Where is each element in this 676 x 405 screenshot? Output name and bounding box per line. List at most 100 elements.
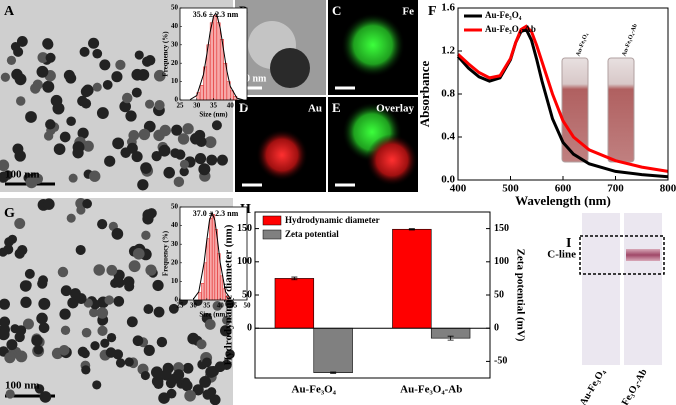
nanoparticle	[165, 378, 177, 389]
nanoparticle	[112, 137, 125, 150]
nanoparticle	[111, 228, 124, 240]
nanoparticle	[0, 298, 10, 310]
x-tick-label: 30	[190, 302, 198, 310]
nanoparticle	[66, 116, 76, 127]
test-strip	[624, 213, 662, 365]
nanoparticle	[57, 266, 69, 278]
nanoparticle	[171, 124, 183, 136]
nanoparticle	[151, 151, 162, 162]
nanoparticle	[150, 366, 163, 379]
nanoparticle	[154, 100, 165, 111]
y2-tick-label: -50	[494, 356, 507, 367]
nanoparticle	[152, 279, 164, 292]
x-axis-label: Wavelength (nm)	[515, 193, 611, 208]
nanoparticle	[77, 346, 88, 357]
scale-label: 100 nm	[5, 169, 40, 181]
y-tick-label: 100	[237, 256, 252, 267]
nanoparticle	[142, 209, 155, 222]
nanoparticle	[97, 325, 108, 336]
nanoparticle	[60, 325, 71, 336]
vial	[561, 57, 589, 163]
y-tick-label: 1.2	[441, 45, 455, 57]
nanoparticle	[42, 38, 53, 49]
nanoparticle	[225, 299, 235, 309]
nanoparticle	[104, 155, 116, 167]
y-tick-label: 150	[237, 223, 252, 234]
y-tick-label: 10	[171, 277, 179, 285]
nanoparticle	[89, 307, 99, 318]
nanoparticle	[96, 307, 109, 319]
y-tick-label: 40	[171, 22, 179, 30]
nanoparticle	[0, 72, 11, 82]
nanoparticle	[140, 371, 150, 381]
nanoparticle	[182, 362, 194, 374]
x-tick-label: 35	[210, 102, 218, 110]
x-axis-label: Size (nm)	[199, 111, 228, 119]
x-tick-label: 800	[660, 183, 676, 195]
nanoparticle	[14, 218, 26, 229]
nanoparticle	[138, 128, 151, 141]
nanoparticle	[124, 357, 134, 367]
nanoparticle	[39, 391, 52, 403]
fit-curve	[189, 12, 244, 101]
x-tick-label: 50	[244, 302, 252, 310]
c-line-band	[626, 249, 660, 261]
nanoparticle	[177, 133, 190, 145]
nanoparticle	[132, 335, 144, 347]
nanoparticle	[145, 99, 155, 109]
x-tick-label: 45	[244, 102, 252, 110]
nanoparticle	[159, 124, 171, 137]
vial-label: Au-Fe₃O₄-Ab	[622, 23, 639, 58]
scale-label: 100 nm	[5, 380, 40, 392]
vial	[607, 57, 635, 163]
nanoparticle	[214, 361, 226, 373]
x-tick-label: 25	[177, 102, 185, 110]
nanoparticle	[75, 244, 86, 255]
nanoparticle	[67, 297, 79, 309]
nanoparticle	[153, 306, 165, 318]
nanoparticle	[20, 296, 32, 308]
inset-frame	[179, 206, 248, 301]
nanoparticle	[30, 83, 41, 94]
nanoparticle	[143, 344, 155, 356]
nanoparticle	[66, 213, 76, 223]
nanoparticle	[59, 131, 71, 143]
nanoparticle	[132, 247, 145, 260]
nanoparticle	[0, 328, 10, 341]
panel-letter: E	[332, 100, 341, 115]
nanoparticle	[82, 198, 92, 209]
x-tick-label: 35	[203, 302, 211, 310]
hist-bar	[209, 217, 213, 301]
y-tick-label: 50	[171, 4, 179, 12]
nanoparticle	[179, 166, 189, 177]
y-tick-label: 0	[175, 296, 179, 304]
legend-label: Au-Fe₃O₄	[485, 10, 522, 20]
nanoparticle	[141, 230, 151, 241]
nanoparticle	[192, 384, 204, 396]
y2-tick-label: 50	[494, 289, 504, 300]
x-tick-label: 500	[502, 183, 519, 195]
nanoparticle	[7, 234, 18, 244]
nanoparticle	[38, 297, 51, 310]
nanoparticle	[131, 68, 144, 81]
nanoparticle	[202, 357, 212, 368]
nanoparticle	[6, 339, 18, 351]
nanoparticle	[43, 198, 55, 210]
nanoparticle	[6, 55, 17, 66]
error-bar	[447, 335, 454, 341]
au-map	[366, 134, 418, 186]
y2-tick-label: 150	[494, 223, 509, 234]
error-bar	[408, 228, 415, 231]
nanoparticle	[204, 136, 217, 149]
legend-swatch	[262, 215, 282, 226]
strip-label: Au-Fe₃O₄	[578, 367, 608, 405]
panel-letter: F	[428, 4, 437, 19]
particle	[270, 48, 310, 88]
y-tick-label: 30	[171, 40, 179, 48]
y-tick-label: 0.4	[441, 131, 455, 143]
nanoparticle	[216, 154, 228, 166]
nanoparticle	[196, 339, 207, 350]
y-tick-label: 20	[171, 258, 179, 266]
y-tick-label: 40	[171, 221, 179, 229]
eds-label: Overlay	[376, 103, 414, 115]
